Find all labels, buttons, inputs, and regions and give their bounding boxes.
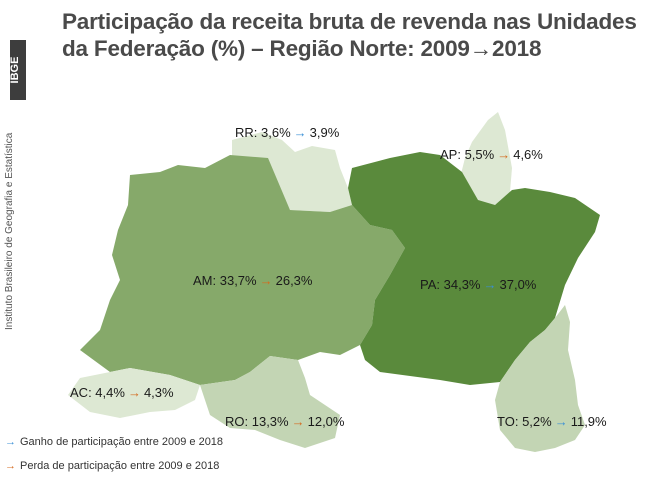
state-pa [348, 152, 600, 385]
legend-gain: → Ganho de participação entre 2009 e 2018 [5, 436, 224, 448]
loss-arrow-icon: → [127, 385, 141, 400]
gain-arrow-icon: → [5, 436, 16, 448]
state-ro [200, 356, 340, 448]
label-ap: AP: 5,5% → 4,6% [440, 147, 543, 162]
gain-arrow-icon: → [293, 125, 307, 140]
loss-arrow-icon: → [497, 147, 511, 162]
loss-arrow-icon: → [5, 460, 16, 472]
state-to [495, 305, 585, 452]
label-am: AM: 33,7% → 26,3% [193, 273, 313, 288]
legend-loss: → Perda de participação entre 2009 e 2018 [5, 460, 220, 472]
label-rr: RR: 3,6% → 3,9% [235, 125, 340, 140]
label-pa: PA: 34,3% → 37,0% [420, 277, 537, 292]
label-ac: AC: 4,4% → 4,3% [70, 385, 174, 400]
label-ro: RO: 13,3% → 12,0% [225, 414, 345, 429]
state-ap [460, 112, 512, 212]
gain-arrow-icon: → [554, 414, 568, 429]
svg-text:IBGE: IBGE [9, 57, 21, 84]
ibge-logo-icon: IBGE [9, 40, 26, 100]
label-to: TO: 5,2% → 11,9% [497, 414, 607, 429]
loss-arrow-icon: → [259, 273, 273, 288]
state-am [80, 155, 405, 385]
state-ac [68, 368, 200, 418]
page-title: Participação da receita bruta de revenda… [62, 9, 637, 61]
gain-arrow-icon: → [483, 277, 497, 292]
state-rr [232, 132, 352, 212]
loss-arrow-icon: → [291, 414, 305, 429]
